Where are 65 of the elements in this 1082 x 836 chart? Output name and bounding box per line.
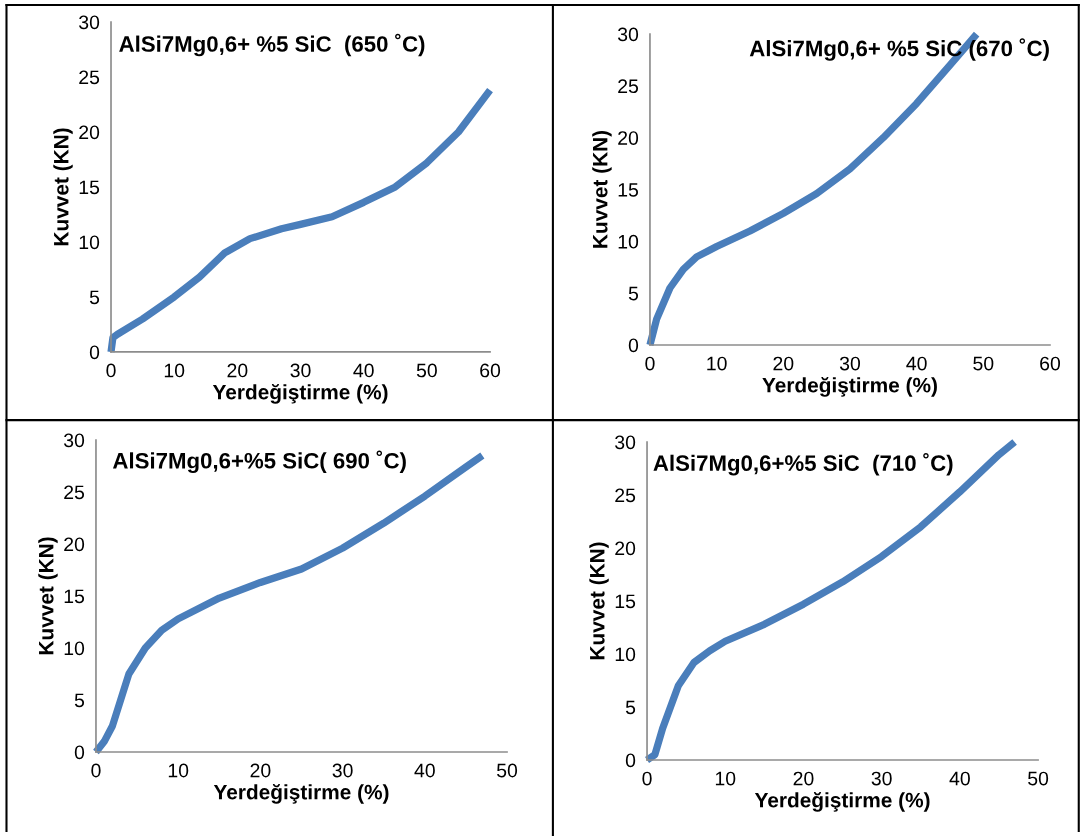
x-axis-title: Yerdeğiştirme (%) [213,784,389,804]
y-tick-label: 5 [89,290,100,305]
y-tick-label: 20 [618,131,639,145]
x-tick-label: 0 [106,363,116,378]
y-axis-title: Kuvvet (KN) [589,542,609,660]
x-tick-label: 50 [416,363,437,378]
y-tick-label: 10 [79,235,100,250]
x-tick-label: 50 [1028,771,1049,786]
y-tick-label: 15 [615,594,636,609]
y-tick-label: 25 [615,488,636,503]
x-tick-label: 20 [793,771,814,786]
y-axis-title: Kuvvet (KN) [38,537,58,655]
text: AlSi7Mg0,6+%5 SiC (710 ˚C) [653,452,953,476]
x-tick-label: 20 [773,356,794,371]
y-tick-label: 30 [617,27,639,42]
y-tick-label: 15 [64,589,85,604]
y-tick-label: 15 [618,183,639,197]
x-tick-label: 0 [645,356,655,371]
x-tick-label: 50 [496,763,518,778]
y-tick-label: 5 [74,693,85,708]
x-tick-label: 30 [839,356,861,371]
x-tick-label: 0 [642,771,652,786]
text: AlSi7Mg0,6+ %5 SiC (650 ˚C) [119,33,425,57]
y-axis-title: Kuvvet (KN) [53,128,73,246]
x-tick-label: 60 [480,363,501,378]
x-tick-label: 10 [707,356,727,371]
chart-title: AlSi7Mg0,6+%5 SiC( 690 ˚C) [112,450,406,474]
y-tick-label: 10 [615,647,636,662]
x-tick-label: 20 [227,363,248,378]
x-axis-title: Yerdeğiştirme (%) [762,377,937,397]
x-axis-title: Yerdeğiştirme (%) [212,383,388,404]
x-tick-label: 30 [871,771,892,786]
y-tick-label: 0 [628,338,639,353]
y-tick-label: 25 [64,485,85,500]
x-tick-label: 40 [414,763,435,778]
y-tick-label: 30 [615,435,636,450]
x-tick-label: 40 [353,363,374,378]
y-tick-label: 5 [628,286,639,301]
chart-title: AlSi7Mg0,6+ %5 SiC (670 ˚C) [749,38,1049,61]
y-tick-label: 10 [64,641,85,656]
x-tick-label: 10 [168,763,189,778]
y-tick-label: 25 [618,79,639,94]
x-axis-title: Yerdeğiştirme (%) [754,792,930,812]
y-tick-label: 25 [79,70,100,85]
x-tick-label: 30 [332,763,353,778]
x-tick-label: 50 [973,356,994,371]
y-tick-label: 0 [89,345,100,360]
y-tick-label: 10 [618,234,639,249]
y-axis-title: Kuvvet (KN) [592,130,612,248]
y-tick-label: 20 [79,125,100,140]
y-tick-label: 30 [63,433,85,448]
x-tick-label: 30 [290,363,311,378]
y-tick-label: 20 [64,537,85,552]
y-tick-label: 0 [74,745,85,760]
y-tick-label: 30 [79,15,100,30]
x-tick-label: 40 [906,356,927,371]
x-tick-label: 20 [250,763,271,778]
y-tick-label: 20 [615,541,636,556]
x-tick-label: 10 [715,771,736,786]
x-tick-label: 40 [949,771,970,786]
x-tick-label: 60 [1040,356,1061,371]
y-tick-label: 5 [625,700,636,715]
y-tick-label: 15 [79,180,100,195]
y-tick-label: 0 [625,753,636,768]
x-tick-label: 10 [164,363,185,378]
